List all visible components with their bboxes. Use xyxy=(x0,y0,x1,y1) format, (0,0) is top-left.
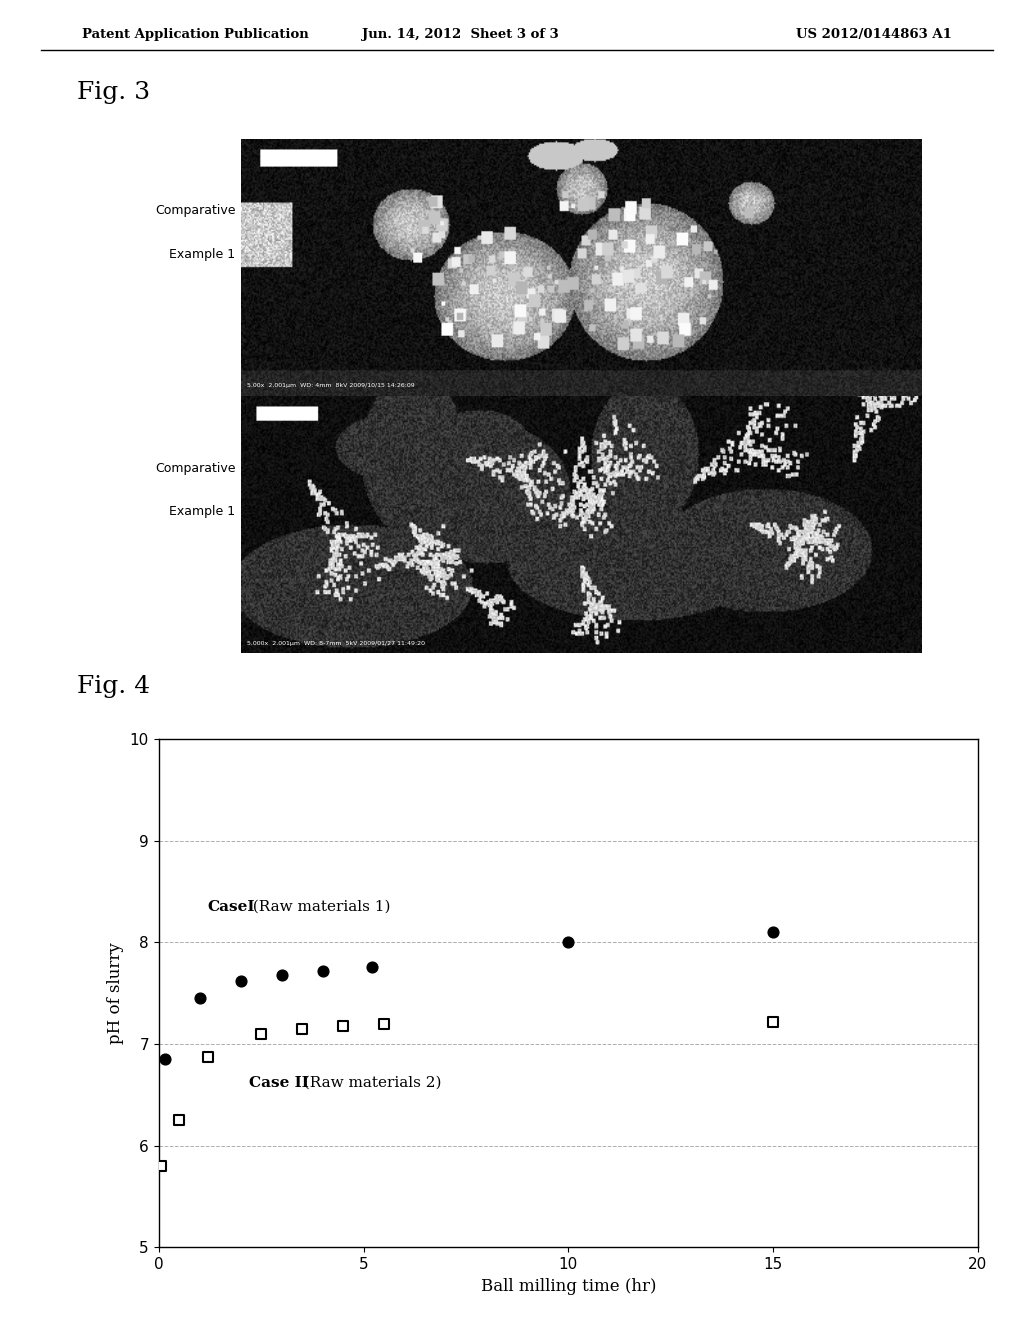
Point xyxy=(314,961,331,982)
Y-axis label: pH of slurry: pH of slurry xyxy=(108,942,124,1044)
Point xyxy=(335,1015,351,1036)
Point xyxy=(153,1155,169,1176)
Point xyxy=(253,1023,269,1044)
Text: Example 1: Example 1 xyxy=(169,506,236,519)
Text: CaseI: CaseI xyxy=(208,900,255,913)
Point xyxy=(200,1047,216,1068)
Point xyxy=(157,1049,173,1071)
Text: Example 1: Example 1 xyxy=(169,248,236,261)
Point xyxy=(191,987,208,1008)
Text: Comparative: Comparative xyxy=(155,462,236,475)
Point xyxy=(232,970,249,991)
Text: Patent Application Publication: Patent Application Publication xyxy=(82,28,308,41)
Point xyxy=(765,1011,781,1032)
Point xyxy=(376,1014,392,1035)
Point xyxy=(273,965,290,986)
Text: Comparative: Comparative xyxy=(155,205,236,218)
Text: Jun. 14, 2012  Sheet 3 of 3: Jun. 14, 2012 Sheet 3 of 3 xyxy=(362,28,559,41)
Point xyxy=(560,932,577,953)
Text: 5.00x  2,001μm  WD: 4mm  8kV 2009/10/15 14:26:09: 5.00x 2,001μm WD: 4mm 8kV 2009/10/15 14:… xyxy=(248,383,415,388)
Point xyxy=(765,921,781,942)
X-axis label: Ball milling time (hr): Ball milling time (hr) xyxy=(480,1278,656,1295)
Text: (Raw materials 1): (Raw materials 1) xyxy=(243,900,390,913)
Text: Case II: Case II xyxy=(249,1076,308,1090)
Text: Fig. 4: Fig. 4 xyxy=(77,675,150,698)
Text: Fig. 3: Fig. 3 xyxy=(77,81,150,104)
Text: US 2012/0144863 A1: US 2012/0144863 A1 xyxy=(797,28,952,41)
Text: (Raw materials 2): (Raw materials 2) xyxy=(294,1076,441,1090)
Point xyxy=(294,1018,310,1039)
Point xyxy=(171,1110,187,1131)
Text: 5,000x  2,001μm  WD: 8-7mm  5kV 2009/01/27 11:49:20: 5,000x 2,001μm WD: 8-7mm 5kV 2009/01/27 … xyxy=(248,640,425,645)
Point xyxy=(364,956,380,977)
